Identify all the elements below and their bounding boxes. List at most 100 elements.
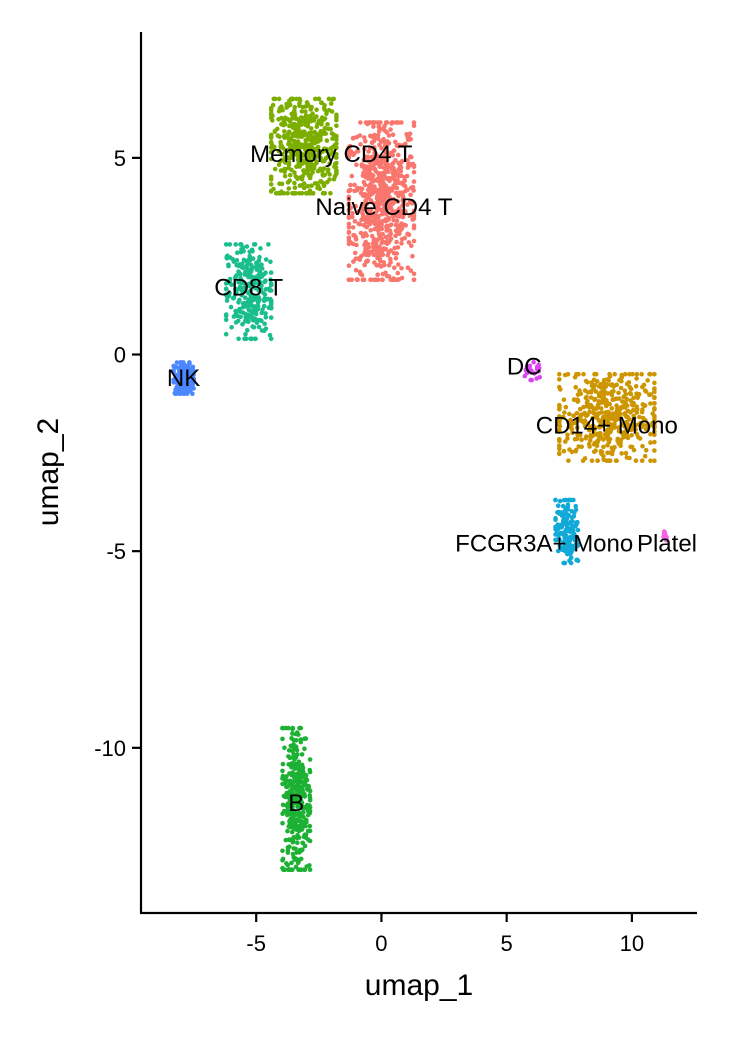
point [411, 188, 416, 193]
point [223, 331, 229, 337]
point [634, 404, 639, 409]
point [567, 411, 572, 417]
cluster-label-naive-cd4-t: Naive CD4 T [315, 194, 452, 221]
point [285, 116, 291, 122]
point [590, 415, 595, 421]
point [572, 510, 577, 516]
point [287, 123, 292, 129]
point [411, 277, 417, 283]
point [295, 139, 301, 144]
point [235, 250, 240, 255]
point [625, 435, 631, 441]
point [381, 260, 387, 265]
point [386, 188, 392, 194]
point [562, 410, 567, 415]
point [299, 762, 305, 768]
point [384, 149, 390, 155]
point [283, 837, 289, 843]
cluster-label-fcgr3a-mono: FCGR3A+ Mono [455, 530, 633, 557]
point [379, 223, 384, 228]
point [248, 293, 254, 298]
point [307, 162, 312, 167]
point [379, 236, 385, 241]
point [557, 498, 563, 504]
point [586, 441, 592, 447]
point [287, 138, 293, 144]
point [634, 371, 640, 377]
point [400, 198, 406, 203]
point [334, 171, 339, 177]
point [297, 850, 302, 855]
point [411, 238, 417, 244]
point [411, 120, 417, 125]
point [268, 156, 274, 162]
point [581, 404, 586, 410]
point [620, 431, 625, 437]
point [393, 255, 399, 261]
point [640, 443, 645, 449]
point [384, 212, 389, 217]
point [296, 732, 301, 737]
point [297, 183, 303, 188]
point [643, 447, 649, 453]
point [310, 139, 316, 145]
point [574, 521, 579, 527]
point [229, 282, 234, 288]
point [573, 503, 578, 509]
point [310, 111, 315, 116]
point [585, 421, 591, 426]
point [237, 286, 243, 292]
point [279, 121, 284, 127]
point [603, 384, 608, 390]
point [289, 152, 295, 158]
point [633, 384, 639, 389]
point [575, 527, 581, 533]
point [282, 745, 287, 751]
point [595, 404, 600, 410]
cluster-points-cd14-mono [557, 371, 657, 464]
point [374, 156, 380, 161]
point [387, 152, 393, 158]
point [298, 798, 304, 803]
point [305, 191, 310, 196]
point [390, 162, 395, 167]
point [285, 812, 290, 818]
point [334, 123, 339, 128]
point [223, 312, 229, 317]
point [173, 364, 178, 370]
point [224, 298, 230, 303]
point [268, 282, 274, 288]
point [641, 417, 647, 422]
point [331, 96, 337, 102]
point [571, 397, 577, 402]
point [561, 397, 567, 403]
point [174, 360, 180, 365]
point [270, 113, 275, 119]
point [362, 206, 368, 212]
point [303, 109, 308, 114]
point [282, 121, 288, 127]
y-axis-title: umap_2 [32, 418, 65, 526]
point [399, 241, 404, 246]
point [386, 274, 392, 279]
point [384, 157, 390, 163]
point [618, 443, 623, 449]
point [584, 394, 589, 400]
point [358, 120, 363, 125]
point [294, 164, 299, 169]
point [276, 108, 282, 114]
point [381, 198, 387, 204]
point [311, 165, 317, 171]
point [246, 260, 251, 265]
point [619, 374, 625, 380]
point [262, 321, 267, 327]
point [302, 776, 308, 781]
point [284, 803, 289, 808]
point [350, 136, 356, 141]
point [405, 265, 411, 271]
point [392, 198, 397, 203]
point [230, 295, 236, 301]
point [302, 794, 308, 799]
cluster-label-cd14-mono: CD14+ Mono [536, 412, 678, 439]
point [374, 220, 380, 226]
